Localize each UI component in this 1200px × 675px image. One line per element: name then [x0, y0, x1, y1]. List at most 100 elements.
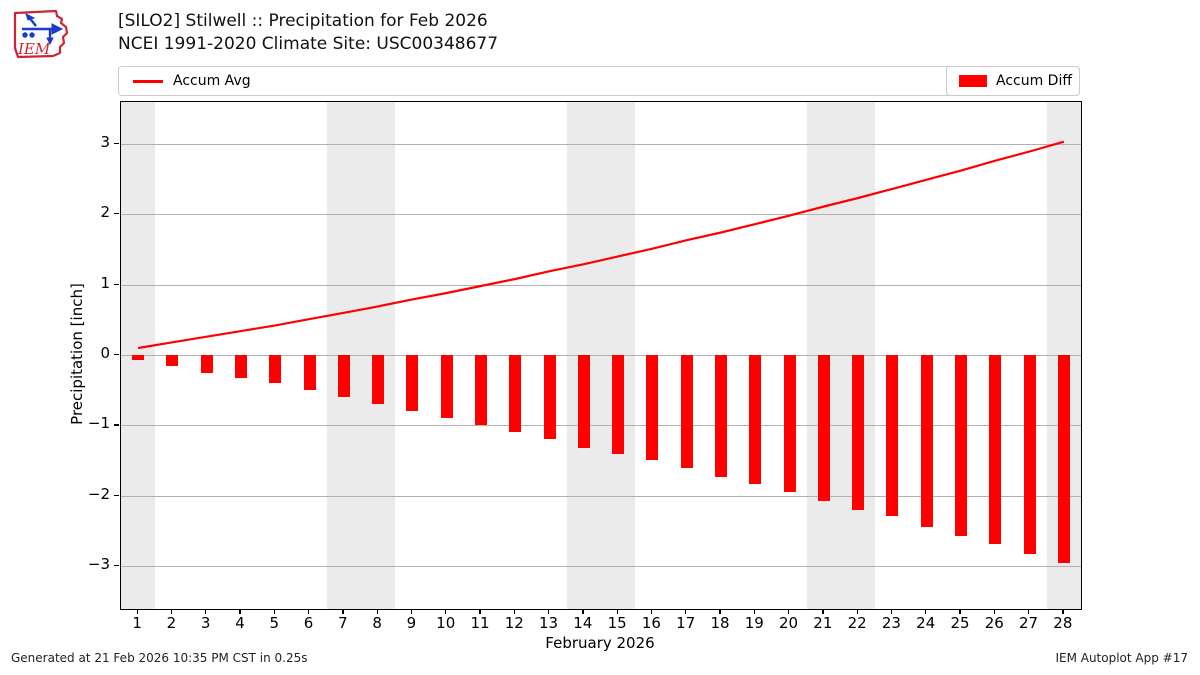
footer-generated-text: Generated at 21 Feb 2026 10:35 PM CST in…	[11, 651, 308, 665]
x-tick-mark	[1062, 609, 1064, 614]
x-tick-label: 15	[607, 614, 627, 632]
x-tick-label: 27	[1019, 614, 1039, 632]
title-block: [SILO2] Stilwell :: Precipitation for Fe…	[118, 10, 498, 56]
x-tick-mark	[410, 609, 413, 614]
legend-label-accum-diff: Accum Diff	[996, 73, 1073, 89]
y-gridline	[121, 284, 1081, 286]
iem-logo: IEM	[8, 6, 78, 64]
chart-subtitle: NCEI 1991-2020 Climate Site: USC00348677	[118, 34, 499, 54]
x-tick-label: 6	[303, 614, 314, 632]
y-tick-mark	[114, 565, 119, 567]
y-tick-label: −2	[87, 484, 110, 503]
x-tick-label: 4	[235, 614, 245, 632]
y-tick-label: 3	[100, 132, 110, 151]
x-tick-mark	[136, 609, 138, 614]
accum-diff-bar	[715, 355, 727, 477]
x-tick-label: 10	[436, 614, 456, 632]
x-tick-label: 17	[676, 614, 696, 632]
x-tick-mark	[170, 609, 173, 614]
x-tick-mark	[582, 609, 584, 614]
weather-vane-icon	[22, 13, 64, 46]
y-tick-mark	[114, 283, 119, 285]
accum-diff-bar	[303, 355, 316, 391]
y-gridline	[121, 425, 1081, 427]
accum-diff-bar	[337, 355, 350, 398]
x-tick-mark	[856, 609, 858, 614]
x-tick-label: 3	[200, 614, 211, 632]
x-tick-mark	[205, 609, 207, 614]
x-tick-label: 22	[847, 614, 867, 632]
x-tick-label: 12	[504, 614, 524, 632]
accum-diff-bar	[475, 355, 487, 426]
accum-diff-bar	[200, 355, 213, 373]
accum-diff-bar	[406, 355, 419, 411]
x-tick-mark	[685, 609, 687, 614]
x-tick-mark	[890, 609, 893, 614]
accum-diff-swatch	[959, 75, 987, 87]
accum-diff-bar	[509, 355, 522, 432]
accum-diff-bar	[543, 355, 556, 440]
accum-diff-bar	[166, 355, 179, 367]
y-gridline	[121, 143, 1081, 145]
x-tick-label: 26	[984, 614, 1004, 632]
x-tick-mark	[787, 609, 790, 614]
accum-diff-bar	[132, 355, 145, 360]
y-tick-label: −1	[87, 414, 110, 433]
x-tick-label: 9	[406, 614, 417, 632]
legend-accum-diff-box: Accum Diff	[946, 66, 1080, 96]
accum-diff-bar	[440, 355, 453, 418]
accum-diff-bar	[955, 355, 967, 536]
accum-diff-bar	[1023, 355, 1036, 555]
x-tick-mark	[547, 609, 550, 614]
accum-diff-bar	[577, 355, 590, 448]
x-tick-mark	[616, 609, 618, 614]
accum-diff-bar	[612, 355, 625, 454]
x-tick-mark	[650, 609, 653, 614]
x-tick-label: 8	[372, 614, 382, 632]
x-tick-mark	[479, 609, 481, 614]
x-tick-label: 14	[573, 614, 593, 632]
accum-diff-bar	[680, 355, 693, 469]
x-tick-label: 11	[470, 614, 490, 632]
x-tick-label: 16	[641, 614, 661, 632]
x-tick-label: 5	[269, 614, 280, 632]
x-tick-label: 18	[710, 614, 730, 632]
x-tick-label: 23	[881, 614, 901, 632]
x-tick-mark	[1027, 609, 1030, 614]
logo-text: IEM	[17, 40, 51, 58]
x-tick-label: 21	[813, 614, 833, 632]
y-tick-label: 2	[100, 203, 110, 222]
y-gridline	[121, 495, 1081, 497]
x-tick-mark	[376, 609, 378, 614]
y-tick-label: 0	[100, 344, 110, 362]
x-tick-label: 2	[166, 614, 177, 632]
accum-diff-bar	[269, 355, 282, 384]
x-tick-mark	[445, 609, 447, 614]
accum-diff-bar	[749, 355, 762, 484]
accum-diff-bar	[235, 355, 247, 378]
x-tick-mark	[925, 609, 927, 614]
legend-label-accum-avg: Accum Avg	[173, 73, 251, 89]
accum-diff-bar	[989, 355, 1002, 544]
x-tick-label: 25	[950, 614, 970, 632]
x-tick-label: 19	[744, 614, 764, 632]
y-tick-mark	[114, 142, 119, 145]
accum-diff-bar	[817, 355, 830, 501]
y-tick-label: −3	[87, 555, 110, 574]
accum-diff-bar	[852, 355, 865, 510]
x-tick-mark	[753, 609, 755, 614]
legend: Accum Avg Accum Diff	[118, 66, 1080, 96]
x-tick-mark	[239, 609, 241, 614]
accum-avg-line	[137, 140, 1065, 350]
y-tick-mark	[114, 213, 119, 215]
accum-avg-line-swatch	[133, 79, 163, 83]
x-tick-mark	[273, 609, 275, 614]
x-tick-label: 24	[916, 614, 936, 632]
accum-diff-bar	[646, 355, 659, 460]
iowa-outline-icon: IEM	[13, 9, 69, 59]
x-tick-label: 7	[338, 614, 348, 632]
x-tick-label: 13	[539, 614, 559, 632]
y-gridline	[121, 214, 1081, 216]
y-tick-mark	[114, 424, 119, 426]
x-tick-mark	[959, 609, 961, 614]
